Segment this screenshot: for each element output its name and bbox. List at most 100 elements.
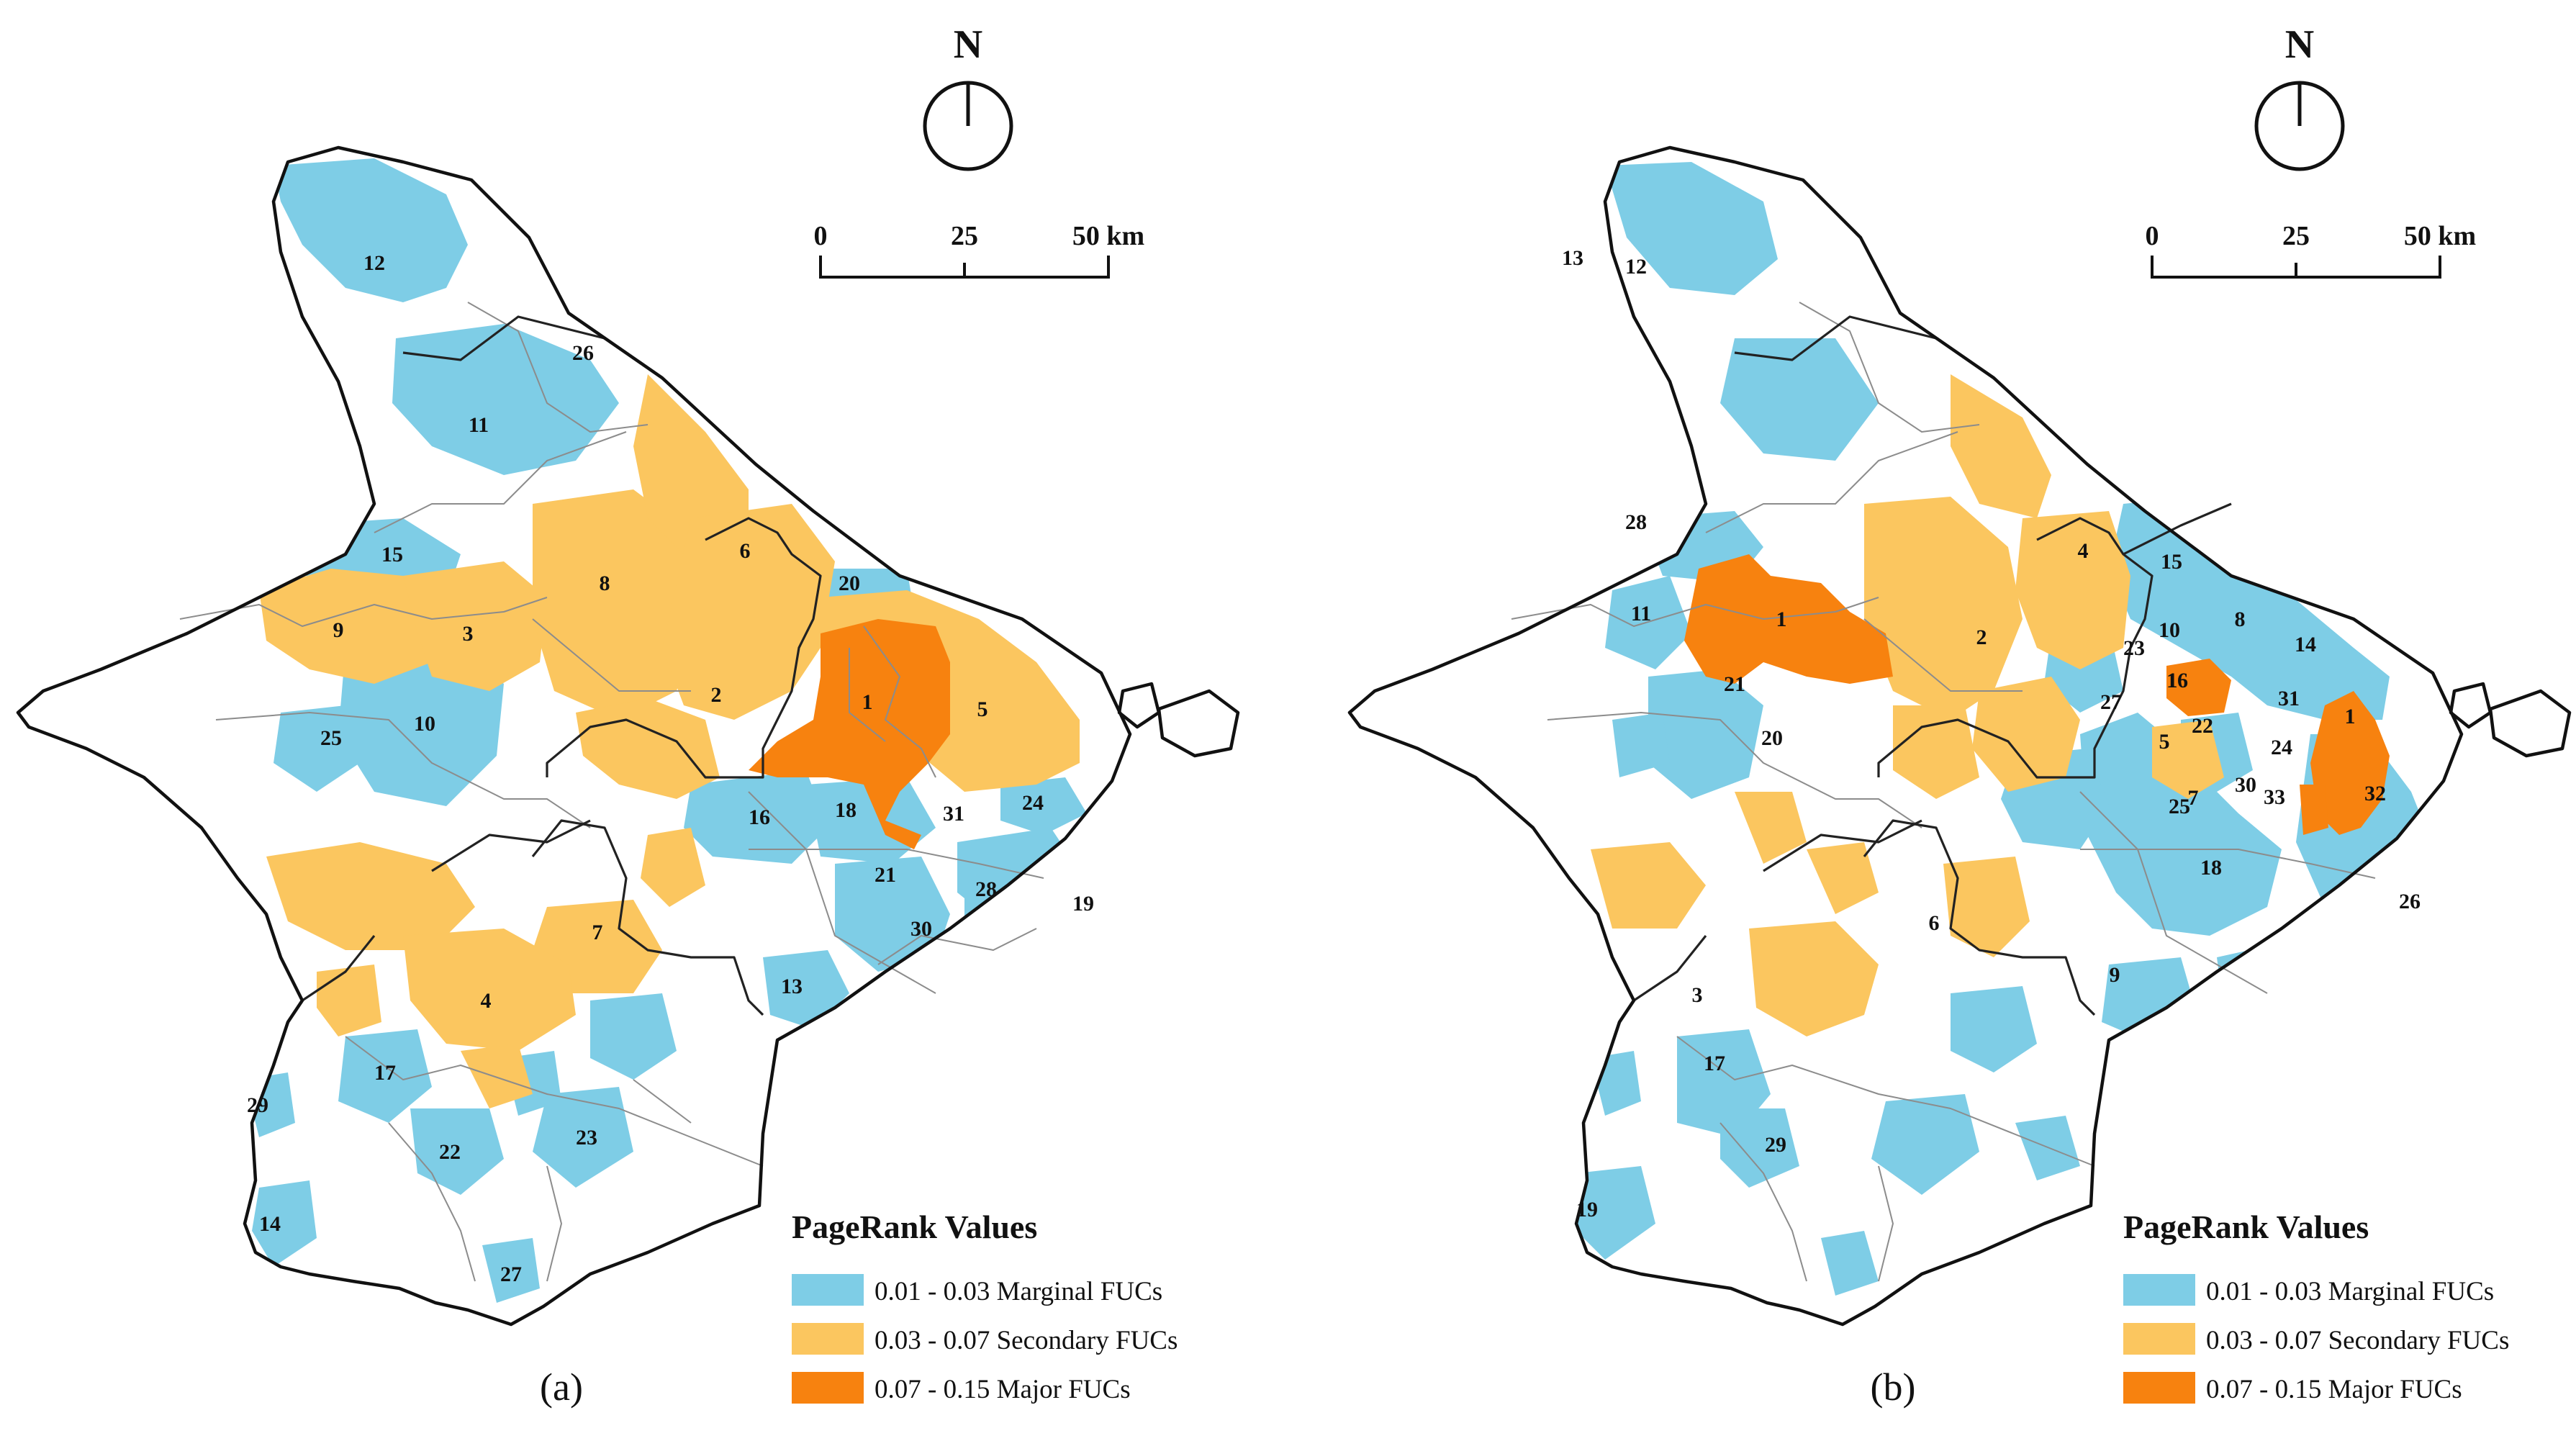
center-label-20: 20 xyxy=(839,572,860,595)
center-label-18: 18 xyxy=(2200,856,2222,880)
center-label-15: 15 xyxy=(381,543,403,566)
center-label-7: 7 xyxy=(592,921,603,944)
center-label-25: 25 xyxy=(2169,795,2190,818)
center-label-27: 27 xyxy=(2100,690,2122,714)
center-label-24: 24 xyxy=(2271,736,2292,759)
center-label-22: 22 xyxy=(2192,714,2213,738)
center-label-1: 1 xyxy=(2167,669,2178,692)
center-label-1: 1 xyxy=(2345,705,2356,728)
center-label-30: 30 xyxy=(910,917,932,941)
legend-swatch-marginal xyxy=(792,1274,864,1306)
scale-tick-0: 0 xyxy=(814,221,828,251)
center-label-23: 23 xyxy=(2123,636,2145,660)
center-label-28: 28 xyxy=(975,877,997,901)
scale-tick-50: 50 km xyxy=(2404,221,2476,251)
caption-a: (a) xyxy=(540,1365,583,1409)
center-label-3: 3 xyxy=(1692,983,1703,1007)
center-label-10: 10 xyxy=(2159,618,2180,642)
scale-tick-50: 50 km xyxy=(1072,221,1144,251)
center-label-25: 25 xyxy=(320,726,342,750)
center-label-14: 14 xyxy=(2295,633,2316,656)
center-label-22: 22 xyxy=(439,1140,461,1164)
scale-tick-25: 25 xyxy=(951,221,978,251)
map-panel-b: 1112345678910111213141516171819202122232… xyxy=(1347,22,2572,1409)
center-label-21: 21 xyxy=(875,863,896,887)
compass-circle-icon xyxy=(2254,81,2345,171)
center-label-6: 6 xyxy=(1929,911,1940,935)
center-label-2: 2 xyxy=(1976,625,1987,649)
center-label-5: 5 xyxy=(2159,730,2170,754)
center-label-31: 31 xyxy=(943,802,964,826)
fuc-areas-b xyxy=(1576,162,2440,1296)
center-label-14: 14 xyxy=(259,1212,281,1236)
center-label-9: 9 xyxy=(333,618,344,642)
legend-swatch-marginal xyxy=(2123,1274,2195,1306)
legend-b: PageRank Values 0.01 - 0.03 Marginal FUC… xyxy=(2123,1209,2509,1404)
center-label-5: 5 xyxy=(977,697,988,721)
center-label-8: 8 xyxy=(600,572,610,595)
scale-bar-b: 0 25 50 km xyxy=(2146,221,2476,279)
center-label-30: 30 xyxy=(2235,773,2256,797)
secondary-areas-a xyxy=(259,374,1080,1108)
center-labels-a: 1234567891011121314151617181920212223242… xyxy=(247,251,1094,1286)
center-label-12: 12 xyxy=(1625,255,1647,279)
center-label-29: 29 xyxy=(1765,1133,1786,1157)
scale-tick-25: 25 xyxy=(2282,221,2310,251)
center-label-27: 27 xyxy=(500,1262,522,1286)
center-label-19: 19 xyxy=(1072,892,1094,916)
center-label-24: 24 xyxy=(1022,791,1044,815)
legend-swatch-secondary xyxy=(792,1323,864,1355)
center-labels-b: 1112345678910111213141516171819202122232… xyxy=(1562,246,2421,1221)
center-label-1: 1 xyxy=(862,690,873,714)
center-label-15: 15 xyxy=(2161,550,2182,574)
center-label-29: 29 xyxy=(247,1093,268,1117)
center-label-11: 11 xyxy=(1631,602,1651,625)
center-label-6: 6 xyxy=(740,539,751,563)
legend-swatch-major xyxy=(2123,1372,2195,1404)
legend-title: PageRank Values xyxy=(792,1209,1037,1245)
shanghai-outline-b xyxy=(1347,145,2464,1327)
island-b-2 xyxy=(2488,689,2572,758)
district-boundaries-a xyxy=(179,302,1044,1282)
legend-label-marginal: 0.01 - 0.03 Marginal FUCs xyxy=(2206,1277,2494,1306)
fuc-areas-a xyxy=(245,158,1087,1303)
center-label-26: 26 xyxy=(572,341,594,365)
center-label-19: 19 xyxy=(1576,1198,1598,1221)
center-label-16: 16 xyxy=(749,805,770,829)
caption-b: (b) xyxy=(1871,1365,1916,1409)
marginal-areas-b xyxy=(1576,162,2440,1296)
secondary-areas-b xyxy=(1591,374,2224,1036)
center-label-8: 8 xyxy=(2235,607,2246,631)
scale-tick-0: 0 xyxy=(2146,221,2159,251)
center-label-7: 7 xyxy=(2188,786,2199,810)
legend-title: PageRank Values xyxy=(2123,1209,2369,1245)
center-label-21: 21 xyxy=(1724,672,1745,696)
center-label-31: 31 xyxy=(2278,687,2300,710)
map-panel-a: 1234567891011121314151617181920212223242… xyxy=(16,22,1240,1409)
legend-swatch-secondary xyxy=(2123,1323,2195,1355)
compass-circle-icon xyxy=(923,81,1013,171)
north-arrow-label: N xyxy=(954,22,982,67)
legend-label-marginal: 0.01 - 0.03 Marginal FUCs xyxy=(875,1277,1162,1306)
center-label-26: 26 xyxy=(2399,890,2421,913)
center-label-1: 1 xyxy=(1776,607,1787,631)
major-areas-b xyxy=(1684,554,2390,835)
legend-label-secondary: 0.03 - 0.07 Secondary FUCs xyxy=(875,1326,1178,1355)
center-label-32: 32 xyxy=(2364,782,2386,805)
legend-label-major: 0.07 - 0.15 Major FUCs xyxy=(2206,1375,2462,1404)
center-label-4: 4 xyxy=(2078,539,2089,563)
center-label-10: 10 xyxy=(414,712,435,736)
center-label-2: 2 xyxy=(711,683,722,707)
scale-bar-a: 0 25 50 km xyxy=(814,221,1144,279)
center-label-20: 20 xyxy=(1761,726,1783,750)
center-label-16: 16 xyxy=(2166,669,2188,692)
north-arrow-a: N xyxy=(923,22,1013,171)
legend-swatch-major xyxy=(792,1372,864,1404)
legend-label-major: 0.07 - 0.15 Major FUCs xyxy=(875,1375,1131,1404)
island-a xyxy=(1117,682,1161,729)
island-a-2 xyxy=(1157,689,1240,758)
center-label-11: 11 xyxy=(469,413,489,437)
legend-a: PageRank Values 0.01 - 0.03 Marginal FUC… xyxy=(792,1209,1178,1404)
center-label-33: 33 xyxy=(2264,785,2285,809)
